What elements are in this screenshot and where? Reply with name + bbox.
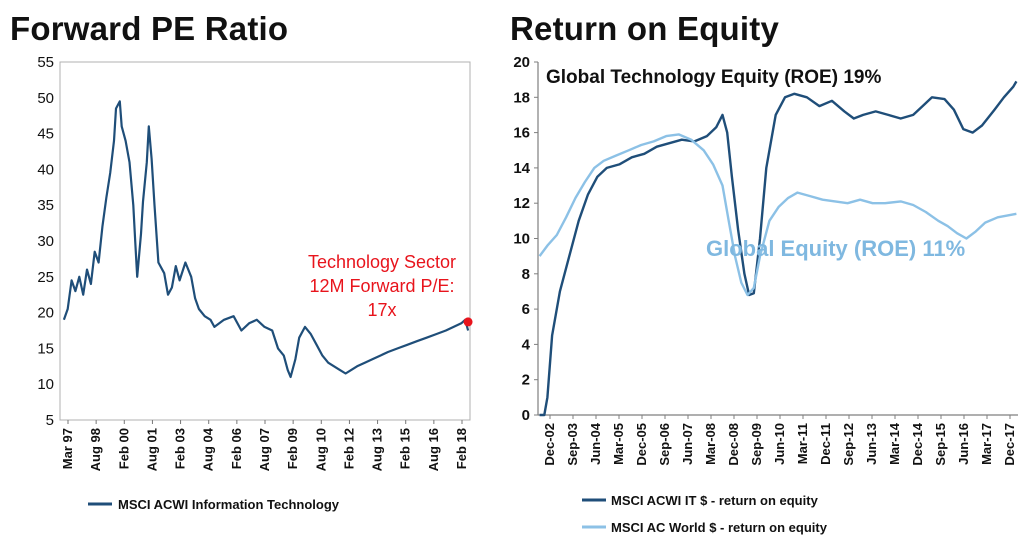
x-tick-label: Aug 04 xyxy=(201,427,216,471)
x-tick-label: Aug 13 xyxy=(370,428,385,471)
x-tick-label: Aug 16 xyxy=(426,428,441,471)
x-tick-label: Jun-07 xyxy=(680,423,695,465)
x-tick-label: Jun-16 xyxy=(956,423,971,465)
y-tick-label: 18 xyxy=(513,89,530,106)
y-tick-label: 6 xyxy=(522,301,530,318)
forward-pe-chart: 5 10 15 20 25 30 35 40 45 50 55 Mar 97 Aug 98 Feb 00 A… xyxy=(37,54,473,512)
x-tick-label: Feb 12 xyxy=(341,428,356,469)
x-tick-label: Feb 03 xyxy=(173,428,188,469)
y-tick-label: 45 xyxy=(37,126,54,143)
y-tick-label: 5 xyxy=(46,412,54,429)
y-tick-label: 2 xyxy=(522,372,530,389)
pe-annotation-line: 12M Forward P/E: xyxy=(309,276,454,296)
x-tick-label: Dec-05 xyxy=(634,423,649,466)
series-line-msci-acwi-it xyxy=(62,100,470,379)
y-tick-label: 10 xyxy=(513,231,530,248)
pe-annotation-line: Technology Sector xyxy=(308,252,456,272)
y-tick-label: 12 xyxy=(513,195,530,212)
x-tick-label: Dec-14 xyxy=(910,422,925,465)
x-tick-label: Aug 07 xyxy=(257,428,272,471)
x-tick-label: Mar 97 xyxy=(60,428,75,469)
legend-label: MSCI AC World $ - return on equity xyxy=(611,520,828,535)
x-tick-label: Aug 01 xyxy=(144,428,159,471)
y-tick-label: 50 xyxy=(37,90,54,107)
y-tick-label: 55 xyxy=(37,54,54,71)
x-tick-label: Mar-17 xyxy=(979,423,994,465)
x-tick-label: Aug 10 xyxy=(313,428,328,471)
x-tick-label: Mar-14 xyxy=(887,422,902,465)
y-tick-label: 16 xyxy=(513,125,530,142)
tech-roe-annotation: Global Technology Equity (ROE) 19% xyxy=(546,67,881,88)
x-tick-label: Dec-02 xyxy=(542,423,557,466)
x-tick-label: Jun-10 xyxy=(772,423,787,465)
y-tick-label: 20 xyxy=(37,305,54,322)
y-tick-label: 10 xyxy=(37,376,54,393)
x-tick-label: Sep-12 xyxy=(841,423,856,466)
y-tick-label: 14 xyxy=(513,160,530,177)
legend-label: MSCI ACWI Information Technology xyxy=(118,497,340,512)
y-tick-label: 40 xyxy=(37,161,54,178)
x-tick-label: Feb 15 xyxy=(398,428,413,469)
legend-label: MSCI ACWI IT $ - return on equity xyxy=(611,493,819,508)
x-tick-label: Feb 18 xyxy=(454,428,469,469)
y-tick-label: 30 xyxy=(37,233,54,250)
latest-value-marker xyxy=(463,317,473,327)
y-tick-label: 35 xyxy=(37,197,54,214)
y-tick-label: 20 xyxy=(513,54,530,71)
y-tick-label: 25 xyxy=(37,269,54,286)
y-tick-label: 4 xyxy=(522,336,531,353)
x-tick-label: Mar-08 xyxy=(703,423,718,465)
y-tick-label: 8 xyxy=(522,266,530,283)
chart-title-forward-pe: Forward PE Ratio xyxy=(10,10,289,47)
x-tick-label: Sep-03 xyxy=(565,423,580,466)
pe-annotation-line: 17x xyxy=(367,300,396,320)
x-tick-label: Mar-11 xyxy=(795,423,810,464)
x-tick-label: Jun-13 xyxy=(864,423,879,465)
x-tick-label: Dec-08 xyxy=(726,423,741,466)
x-tick-label: Sep-09 xyxy=(749,423,764,466)
x-tick-label: Sep-06 xyxy=(657,423,672,466)
series-line-ac-world-roe xyxy=(538,133,1017,297)
x-tick-label: Dec-11 xyxy=(818,423,833,465)
x-tick-label: Dec-17 xyxy=(1002,423,1017,466)
y-tick-label: 15 xyxy=(37,340,54,357)
x-tick-label: Aug 98 xyxy=(88,428,103,471)
x-tick-label: Feb 06 xyxy=(229,428,244,469)
global-roe-annotation: Global Equity (ROE) 11% xyxy=(706,236,965,261)
chart-title-roe: Return on Equity xyxy=(510,10,780,47)
x-tick-label: Feb 00 xyxy=(116,428,131,469)
y-tick-label: 0 xyxy=(522,407,530,424)
x-tick-label: Mar-05 xyxy=(611,423,626,465)
x-tick-label: Jun-04 xyxy=(588,422,603,465)
x-tick-label: Sep-15 xyxy=(933,423,948,466)
x-tick-label: Feb 09 xyxy=(285,428,300,469)
